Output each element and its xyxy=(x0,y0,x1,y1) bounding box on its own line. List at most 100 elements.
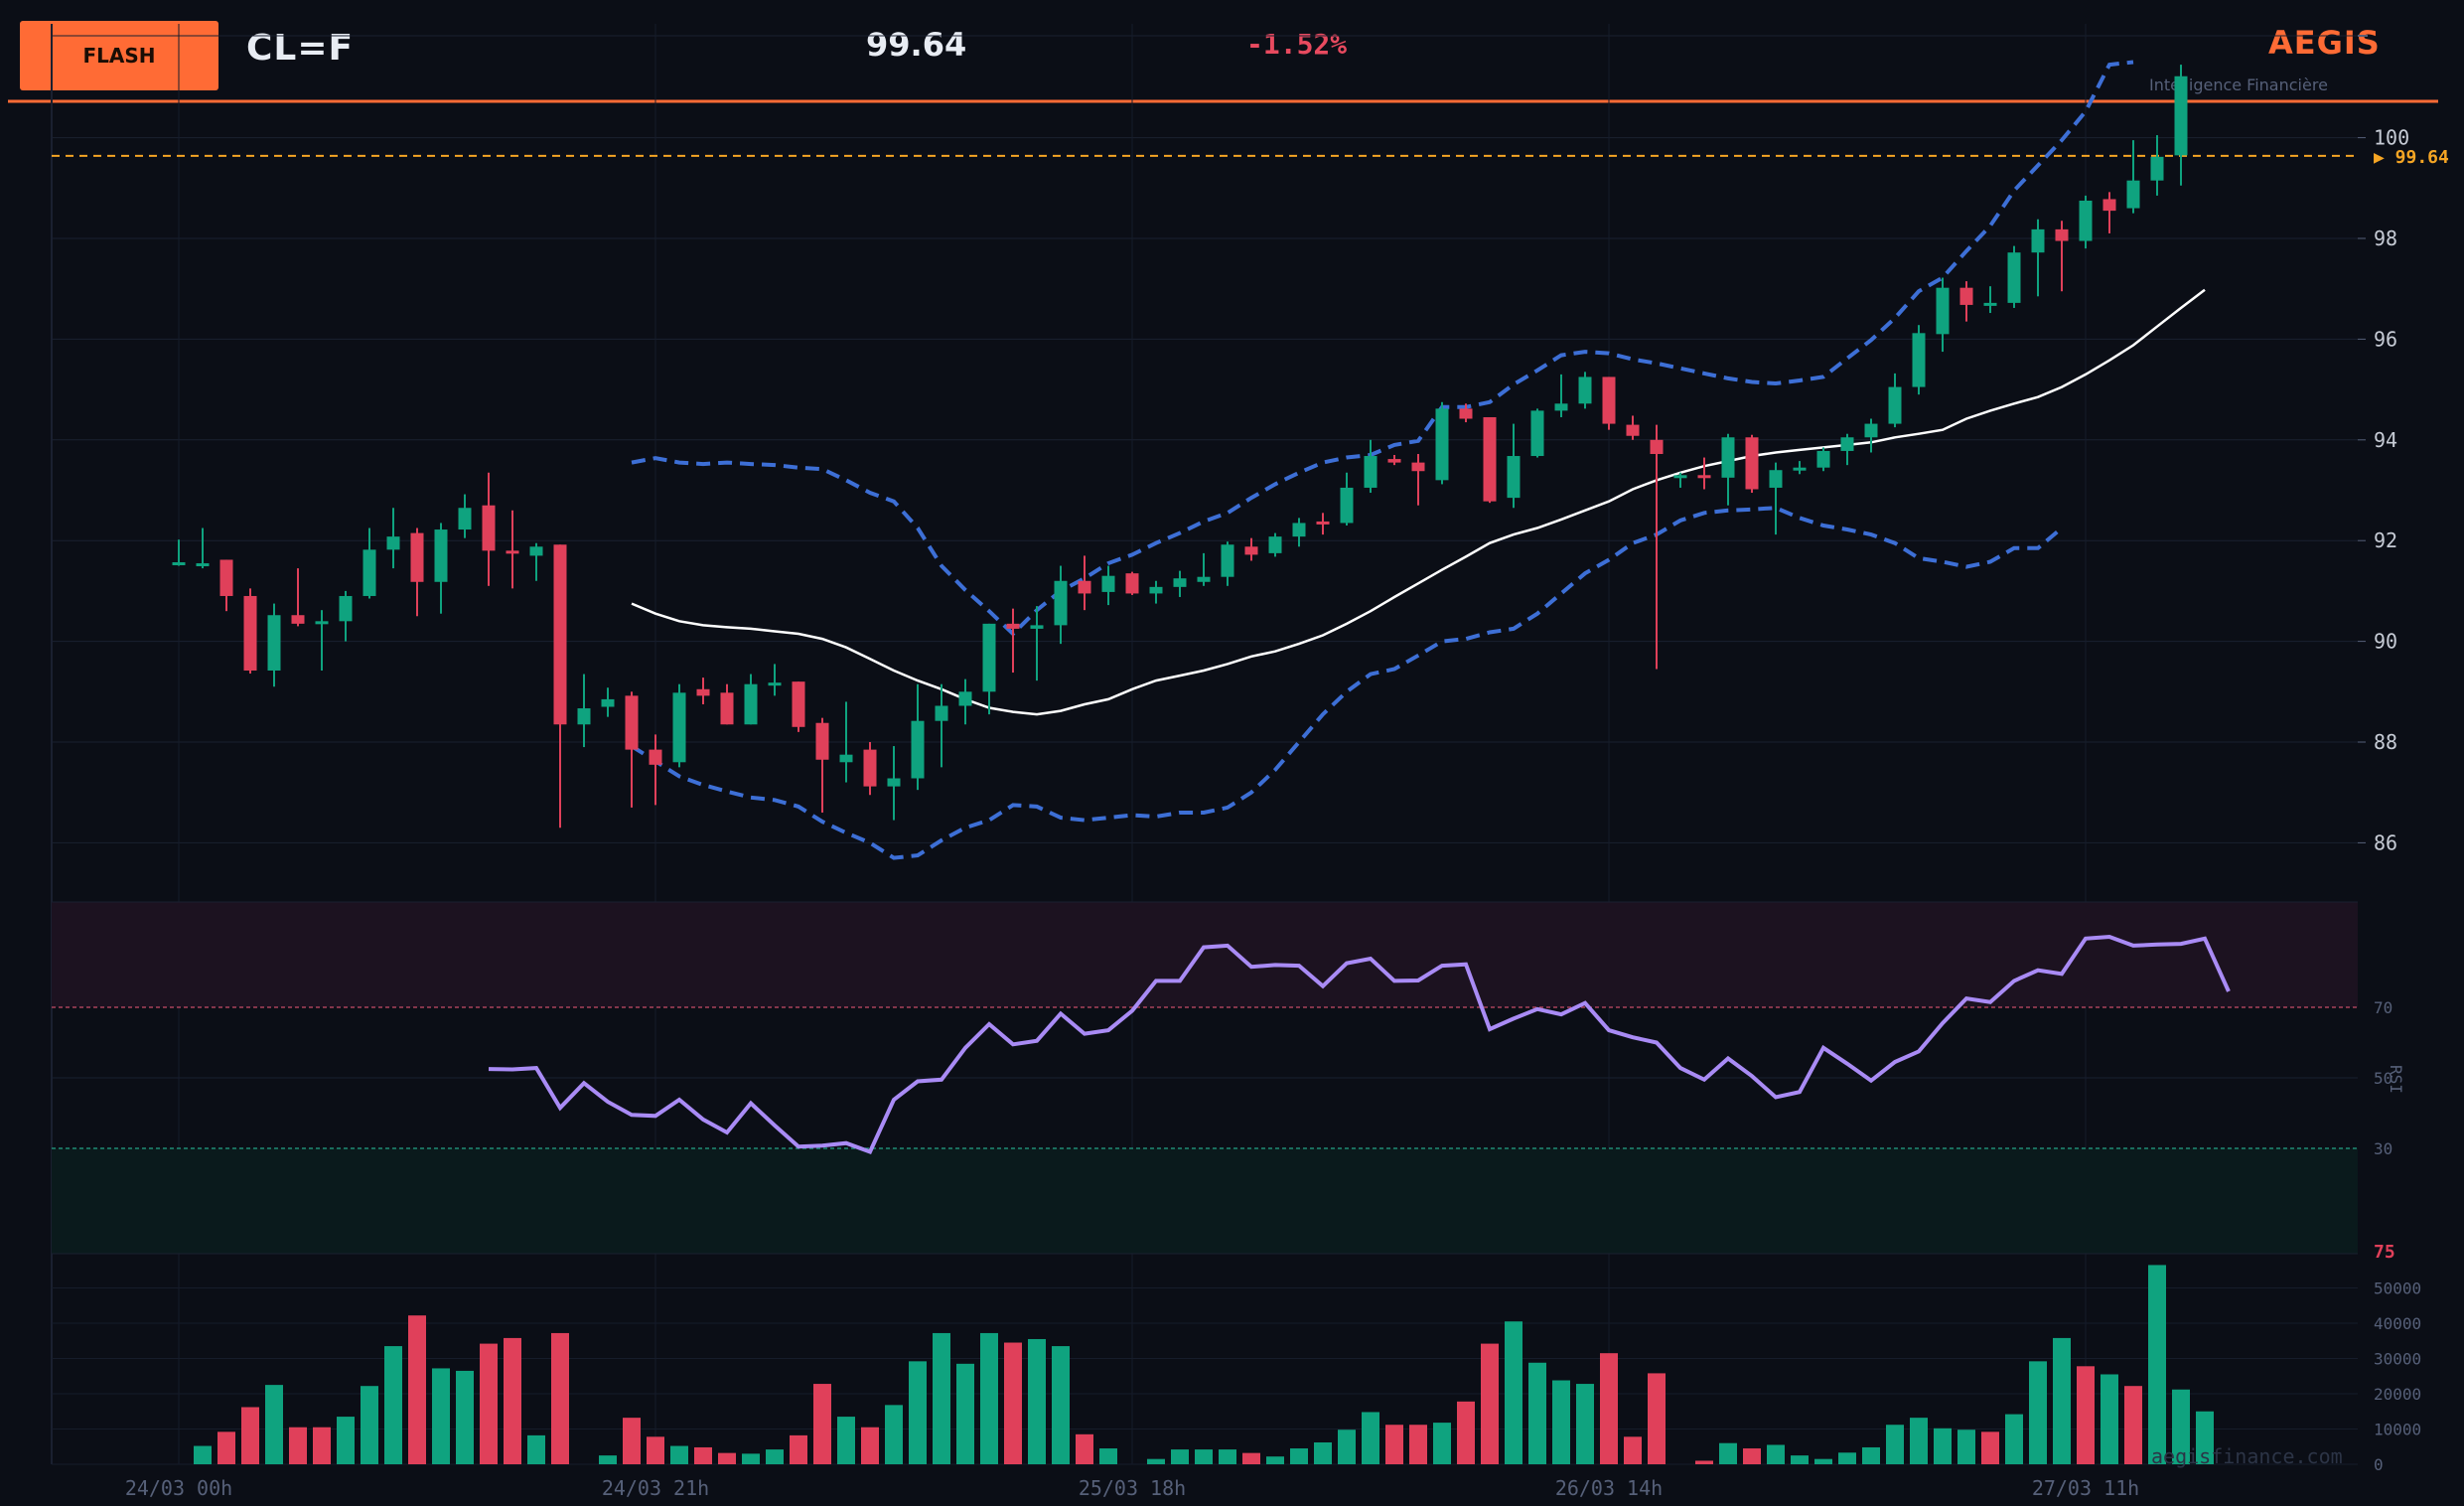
candle-body xyxy=(386,536,400,550)
volume-bar xyxy=(1028,1338,1046,1464)
volume-tick-label: 50000 xyxy=(2374,1280,2421,1298)
time-tick-label: 26/03 14h xyxy=(1555,1476,1663,1500)
rsi-axis-label: RSI xyxy=(2387,1065,2405,1094)
volume-bar xyxy=(2005,1414,2023,1464)
volume-bar xyxy=(1910,1418,1928,1464)
candle-body xyxy=(1459,408,1473,419)
candle-body xyxy=(1840,437,1854,451)
candle-body xyxy=(1721,437,1735,478)
bollinger-lower-line xyxy=(630,506,2064,860)
candle-body xyxy=(2102,199,2116,212)
candle-body xyxy=(506,550,519,554)
volume-bar xyxy=(766,1449,784,1464)
volume-bar xyxy=(956,1363,974,1464)
candle-body xyxy=(1316,521,1330,525)
volume-bar xyxy=(1957,1430,1975,1464)
candle-body xyxy=(601,698,615,707)
volume-bar xyxy=(2053,1337,2071,1464)
watermark: aegisfinance.com xyxy=(2151,1444,2343,1468)
brand-logo: AEGIS xyxy=(2268,24,2381,62)
time-tick-label: 27/03 11h xyxy=(2032,1476,2139,1500)
price-tick-label: 100 xyxy=(2374,126,2409,150)
candle-body xyxy=(1602,376,1616,424)
volume-bar xyxy=(1576,1384,1594,1464)
candle-body xyxy=(1411,462,1425,472)
time-tick-label: 24/03 21h xyxy=(602,1476,709,1500)
candle-body xyxy=(935,705,948,721)
volume-bar xyxy=(408,1315,426,1464)
volume-tick-label: 10000 xyxy=(2374,1421,2421,1439)
volume-bar xyxy=(1838,1452,1856,1464)
candle-body xyxy=(482,505,496,551)
volume-bar xyxy=(1743,1448,1761,1464)
price-tick-label: 86 xyxy=(2374,830,2397,854)
candle-body xyxy=(1626,424,1640,436)
candle-body xyxy=(362,549,376,596)
volume-bar xyxy=(456,1370,474,1464)
candle-body xyxy=(410,532,424,582)
candle-body xyxy=(982,623,996,692)
candle-body xyxy=(839,754,853,763)
candle-body xyxy=(1292,523,1306,537)
price-tick-label: 88 xyxy=(2374,730,2397,754)
volume-bar xyxy=(241,1407,259,1464)
volume-bar xyxy=(2124,1386,2142,1464)
brand-tagline: Intelligence Financière xyxy=(2149,75,2328,94)
volume-bar xyxy=(1791,1455,1809,1464)
price-tick-label: 98 xyxy=(2374,226,2397,250)
volume-bar xyxy=(1147,1458,1165,1464)
time-tick-label: 24/03 00h xyxy=(125,1476,232,1500)
rsi-tick-label: 30 xyxy=(2374,1139,2392,1158)
candle-body xyxy=(887,778,901,787)
candle-body xyxy=(1054,580,1068,626)
volume-bar xyxy=(694,1446,712,1464)
candle-body xyxy=(1340,487,1354,524)
candle-body xyxy=(863,749,877,787)
candle-body xyxy=(1936,287,1950,335)
candle-body xyxy=(529,546,543,556)
volume-bar xyxy=(1719,1442,1737,1464)
candle-body xyxy=(958,691,972,706)
volume-bar xyxy=(980,1332,998,1464)
candle-body xyxy=(1507,456,1521,499)
price-tick-label: 90 xyxy=(2374,630,2397,654)
volume-bar xyxy=(265,1385,283,1464)
candle-body xyxy=(2055,228,2069,241)
volume-bar xyxy=(599,1455,617,1464)
volume-bar xyxy=(313,1427,331,1464)
candle-body xyxy=(815,722,829,760)
candle-body xyxy=(1078,580,1091,594)
volume-bar xyxy=(1195,1449,1213,1464)
candle-body xyxy=(1364,456,1377,488)
candle-body xyxy=(219,559,233,596)
candle-body xyxy=(1697,475,1711,479)
volume-bar xyxy=(1552,1380,1570,1464)
candle-body xyxy=(434,529,448,582)
volume-bar xyxy=(623,1418,641,1464)
volume-bar xyxy=(432,1368,450,1464)
candle-body xyxy=(1197,576,1211,582)
volume-tick-label: 20000 xyxy=(2374,1385,2421,1404)
candle-body xyxy=(1244,546,1258,555)
volume-bar xyxy=(1076,1433,1093,1464)
volume-bar xyxy=(1505,1321,1522,1464)
volume-bar xyxy=(647,1436,664,1464)
candle-body xyxy=(768,682,782,686)
candle-body xyxy=(1745,437,1759,490)
volume-bar xyxy=(1886,1425,1904,1464)
time-tick-label: 25/03 18h xyxy=(1079,1476,1186,1500)
volume-bar xyxy=(2077,1366,2095,1464)
candle-body xyxy=(1888,386,1902,424)
candle-body xyxy=(2079,200,2093,241)
volume-bar xyxy=(1409,1425,1427,1464)
candle-body xyxy=(172,562,186,566)
volume-bar xyxy=(885,1405,903,1464)
candle-body xyxy=(1101,575,1115,592)
volume-bar xyxy=(742,1453,760,1464)
candle-body xyxy=(339,595,353,622)
candle-body xyxy=(1530,410,1544,457)
candle-body xyxy=(1769,470,1783,488)
flash-badge: FLASH xyxy=(20,21,218,90)
volume-bar xyxy=(2172,1389,2190,1464)
